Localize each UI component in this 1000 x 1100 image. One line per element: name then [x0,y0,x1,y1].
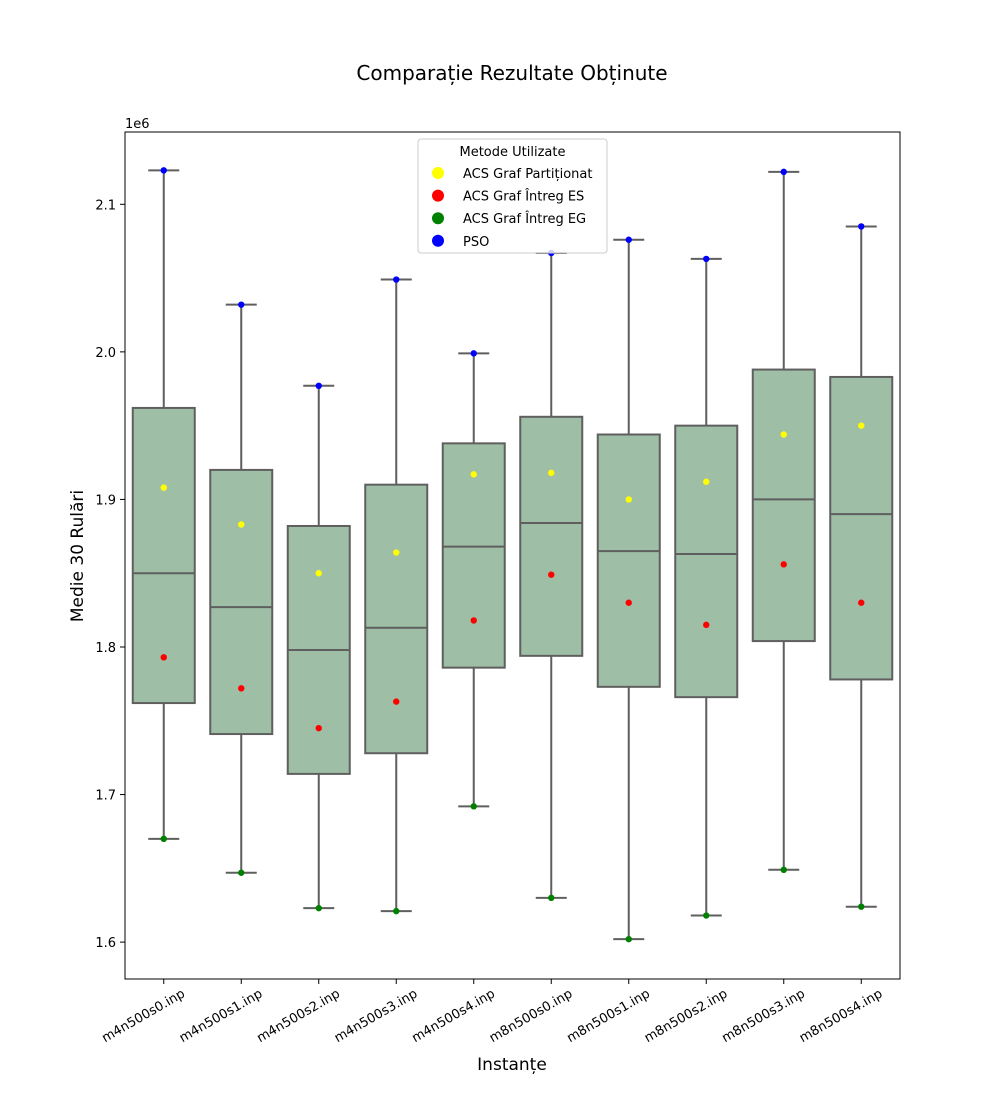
box [674,424,739,699]
box [519,415,584,657]
data-point [315,724,322,732]
box [596,433,661,688]
y-axis-label: Medie 30 Rulări [68,490,88,622]
data-point [470,803,477,810]
x-tick-label: m8n500s3.inp [719,986,807,1046]
legend-marker [432,189,444,202]
x-tick-label: m8n500s4.inp [797,986,885,1046]
legend-marker [432,167,444,179]
x-tick-label: m4n500s0.inp [99,986,187,1046]
box [209,468,274,736]
chart-title: Comparație Rezultate Obținute [356,61,667,85]
legend: Metode Utilizate ACS Graf Partiționat ACS … [417,138,608,254]
data-point [625,496,632,503]
data-point [780,561,787,568]
data-point [548,571,555,578]
data-point [703,621,710,629]
data-point [160,835,167,843]
data-point [393,549,400,556]
y-tick-label: 2.0 [95,346,116,361]
data-point [315,570,322,577]
data-point [548,894,555,902]
data-point [238,685,245,692]
data-point [703,478,710,485]
data-point [625,935,632,943]
box [829,375,894,681]
data-point [238,869,245,876]
y-tick-label: 1.8 [95,641,116,656]
data-point [548,469,555,477]
data-point [393,698,400,705]
x-tick-label: m4n500s3.inp [332,986,420,1046]
data-point [160,167,167,174]
data-point [858,599,865,606]
data-point [315,382,322,390]
data-point [238,521,245,528]
x-tick-label: m4n500s2.inp [254,986,342,1046]
legend-label: ACS Graf Întreg ES [463,189,584,205]
data-point [470,617,477,624]
legend-label: ACS Graf Partiționat [463,167,592,182]
data-point [780,168,787,176]
legend-label: ACS Graf Întreg EG [463,211,586,227]
data-point [703,912,710,919]
x-tick-label: m4n500s4.inp [409,986,497,1046]
data-point [625,236,632,243]
data-point [858,422,865,429]
x-axis-label: Instanțe [477,1055,547,1075]
data-point [625,599,632,606]
box [364,483,429,755]
legend-marker [432,234,444,247]
data-point [470,350,477,357]
data-point [858,223,865,230]
box [441,442,506,669]
data-point [315,904,322,912]
plot-area: 1.6 1.7 1.8 1.9 2.0 2.1 m4n500s0.inpm4n500s1.i… [95,167,894,1046]
legend-marker [432,212,444,225]
legend-box [417,138,608,254]
data-point [858,903,865,910]
data-point [238,301,245,308]
data-point [160,484,167,491]
data-point [780,431,787,438]
box [131,406,196,705]
legend-label: PSO [463,235,489,250]
data-point [470,471,477,478]
x-tick-label: m8n500s0.inp [487,986,575,1046]
x-tick-label: m4n500s1.inp [177,986,265,1046]
y-tick-label: 2.1 [95,198,116,213]
y-tick-label: 1.6 [95,936,116,951]
legend-title: Metode Utilizate [460,145,566,160]
y-tick-label: 1.7 [95,789,116,804]
data-point [160,654,167,661]
y-tick-label: 1.9 [95,493,116,508]
plot-frame [124,131,901,980]
box [751,368,816,643]
data-point [393,276,400,283]
y-axis-offset-label: 1e6 [125,117,150,132]
data-point [393,907,400,915]
x-tick-label: m8n500s1.inp [564,986,652,1046]
data-point [703,255,710,263]
data-point [780,866,787,874]
x-tick-label: m8n500s2.inp [642,986,730,1046]
